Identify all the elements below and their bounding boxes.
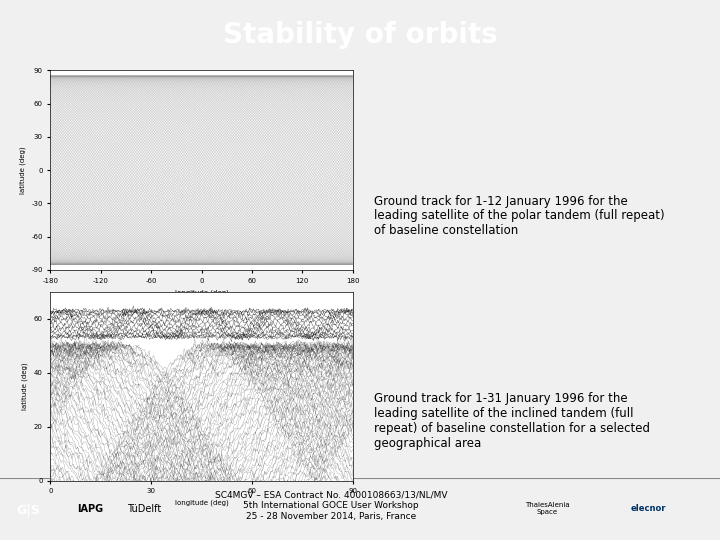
Text: G|S: G|S bbox=[17, 503, 41, 517]
Text: TüDelft: TüDelft bbox=[127, 504, 161, 514]
Y-axis label: latitude (deg): latitude (deg) bbox=[22, 362, 28, 410]
Text: ThalesAlenia
Space: ThalesAlenia Space bbox=[525, 502, 570, 516]
Text: Ground track for 1-31 January 1996 for the
leading satellite of the inclined tan: Ground track for 1-31 January 1996 for t… bbox=[374, 392, 650, 450]
X-axis label: longitude (deg): longitude (deg) bbox=[175, 289, 228, 296]
Text: elecnor: elecnor bbox=[630, 504, 666, 514]
Text: SC4MGV – ESA Contract No. 4000108663/13/NL/MV
5th International GOCE User Worksh: SC4MGV – ESA Contract No. 4000108663/13/… bbox=[215, 491, 447, 521]
X-axis label: longitude (deg): longitude (deg) bbox=[175, 500, 228, 507]
Text: IAPG: IAPG bbox=[77, 504, 103, 514]
Text: Stability of orbits: Stability of orbits bbox=[222, 21, 498, 49]
Y-axis label: latitude (deg): latitude (deg) bbox=[19, 146, 26, 194]
Text: Ground track for 1-12 January 1996 for the
leading satellite of the polar tandem: Ground track for 1-12 January 1996 for t… bbox=[374, 194, 665, 238]
